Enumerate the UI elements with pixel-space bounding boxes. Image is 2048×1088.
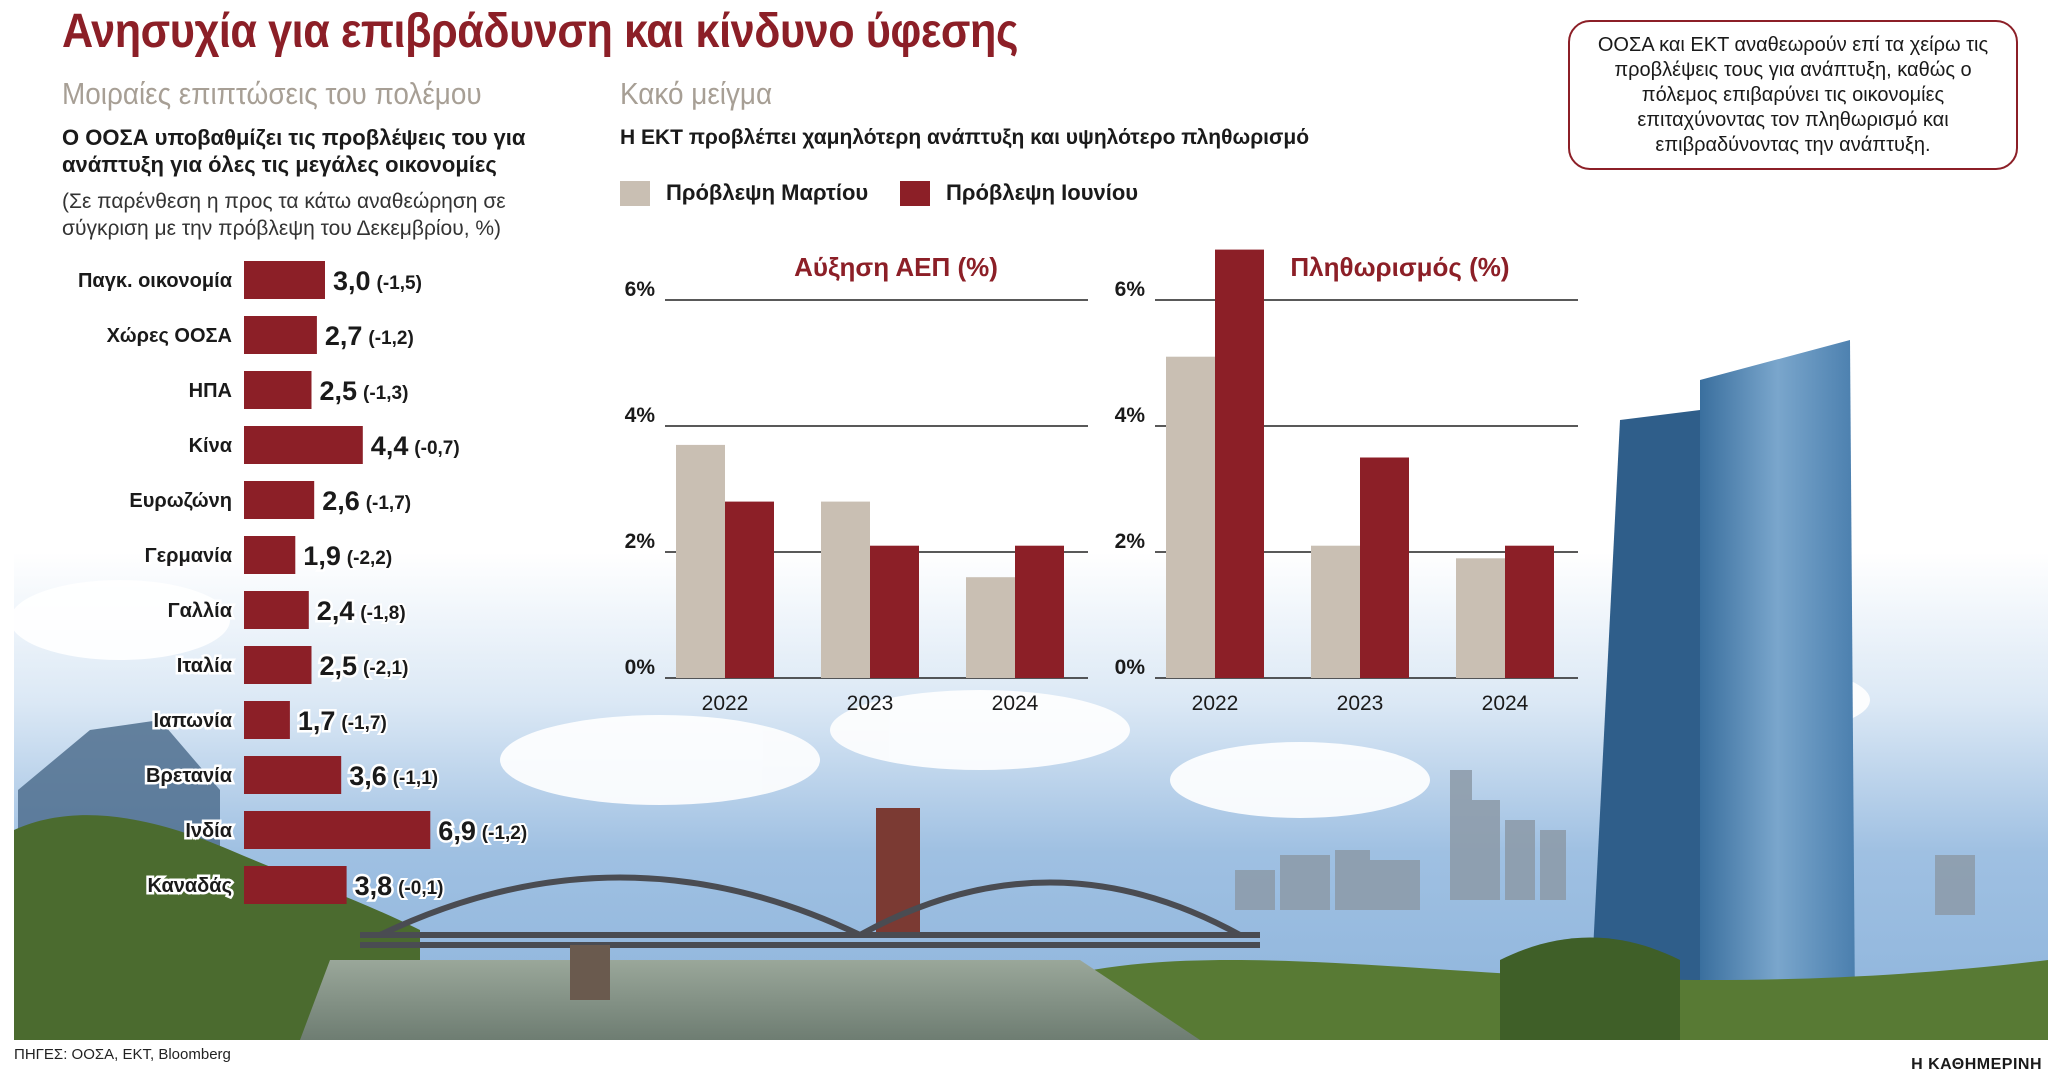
left-panel-heading: Μοιραίες επιπτώσεις του πολέμου [62, 76, 482, 111]
x-tick-label: 2023 [1337, 692, 1384, 715]
category-label: Χώρες ΟΟΣΑ [107, 325, 232, 347]
y-tick-label: 0% [1115, 656, 1146, 679]
legend-item-march: Πρόβλεψη Μαρτίου [620, 178, 868, 208]
bar [1360, 457, 1409, 678]
value-label: 2,6 [322, 486, 360, 516]
legend-item-june: Πρόβλεψη Ιουνίου [900, 178, 1138, 208]
category-label: Ιαπωνία [154, 710, 233, 732]
revision-label: (-1,7) [366, 493, 411, 514]
bar [676, 444, 725, 678]
bar [244, 811, 431, 849]
bar [244, 426, 363, 464]
revision-label: (-1,7) [341, 713, 386, 734]
category-label: Γαλλία [168, 600, 233, 622]
revision-label: (-1,3) [363, 383, 408, 404]
category-label: Ευρωζώνη [129, 490, 232, 512]
revision-label: (-2,2) [347, 548, 392, 569]
value-label: 2,7 [325, 321, 363, 351]
left-panel-subheading: Ο ΟΟΣΑ υποβαθμίζει τις προβλέψεις του γι… [62, 125, 526, 177]
x-tick-label: 2024 [992, 692, 1039, 715]
x-tick-label: 2022 [1192, 692, 1239, 715]
y-tick-label: 6% [1115, 278, 1146, 301]
value-label: 2,5 [320, 651, 358, 681]
bar [870, 545, 919, 678]
legend-swatch-march [620, 180, 650, 206]
bar [1166, 356, 1215, 678]
y-tick-label: 6% [625, 278, 656, 301]
bar [244, 646, 312, 684]
bar [244, 261, 325, 299]
y-tick-label: 4% [1115, 404, 1146, 427]
bar [1015, 545, 1064, 678]
inflation-chart: Πληθωρισμός (%) 0% 2% 4% 6% 2022 2023 2024 [1115, 249, 1578, 715]
y-tick-label: 2% [1115, 530, 1146, 553]
revision-label: (-2,1) [363, 658, 408, 679]
revision-label: (-1,8) [360, 603, 405, 624]
callout-text: ΟΟΣΑ και ΕΚΤ αναθεωρούν επί τα χείρω τις… [1597, 33, 1989, 156]
publisher-credit: Η ΚΑΘΗΜΕΡΙΝΗ [1911, 1056, 2042, 1073]
value-label: 3,0 [333, 266, 371, 296]
category-label: Καναδάς [147, 875, 232, 897]
value-label: 2,4 [317, 596, 355, 626]
legend-swatch-june [900, 180, 930, 206]
gdp-growth-chart: Αύξηση ΑΕΠ (%) 0% 2% 4% 6% 2022 2023 2024 [625, 252, 1088, 715]
y-tick-label: 0% [625, 656, 656, 679]
bar [821, 501, 870, 678]
middle-panel-heading: Κακό μείγμα [620, 76, 773, 111]
bar [244, 316, 317, 354]
y-tick-label: 2% [625, 530, 656, 553]
revision-label: (-1,5) [377, 273, 422, 294]
value-label: 3,8 [355, 871, 393, 901]
chart-title: Πληθωρισμός (%) [1290, 252, 1509, 282]
bar [966, 577, 1015, 678]
value-label: 2,5 [320, 376, 358, 406]
oecd-growth-chart: Παγκ. οικονομία 3,0 (-1,5)Χώρες ΟΟΣΑ 2,7 (-1… [75, 261, 529, 904]
revision-label: (-1,1) [393, 768, 438, 789]
callout-box: ΟΟΣΑ και ΕΚΤ αναθεωρούν επί τα χείρω τις… [1568, 20, 2018, 170]
source-note: ΠΗΓΕΣ: ΟΟΣΑ, ΕΚΤ, Bloomberg [14, 1046, 231, 1063]
bar [1456, 558, 1505, 678]
bar [244, 701, 290, 739]
revision-label: (-1,2) [482, 823, 527, 844]
category-label: Κίνα [189, 435, 233, 457]
bar [1505, 545, 1554, 678]
bar [244, 371, 312, 409]
bar [244, 591, 309, 629]
legend-label-june: Πρόβλεψη Ιουνίου [946, 180, 1139, 205]
legend-label-march: Πρόβλεψη Μαρτίου [666, 180, 869, 205]
bar [244, 756, 342, 794]
x-tick-label: 2023 [847, 692, 894, 715]
value-label: 6,9 [438, 816, 476, 846]
value-label: 3,6 [349, 761, 387, 791]
category-label: Παγκ. οικονομία [78, 270, 233, 292]
bar [244, 536, 296, 574]
category-label: Γερμανία [145, 545, 233, 567]
value-label: 1,9 [303, 541, 341, 571]
value-label: 4,4 [371, 431, 409, 461]
bar [1215, 249, 1264, 678]
chart-title: Αύξηση ΑΕΠ (%) [794, 252, 998, 282]
bar [244, 481, 315, 519]
value-label: 1,7 [298, 706, 336, 736]
y-tick-label: 4% [625, 404, 656, 427]
bar [725, 501, 774, 678]
bar [1311, 545, 1360, 678]
middle-panel-subheading: Η ΕΚΤ προβλέπει χαμηλότερη ανάπτυξη και … [620, 126, 1310, 149]
bar [244, 866, 347, 904]
category-label: Ιταλία [177, 655, 233, 677]
category-label: ΗΠΑ [189, 380, 232, 402]
revision-label: (-1,2) [368, 328, 413, 349]
x-tick-label: 2022 [702, 692, 749, 715]
revision-label: (-0,1) [398, 878, 443, 899]
category-label: Βρετανία [146, 765, 233, 787]
x-tick-label: 2024 [1482, 692, 1529, 715]
left-panel-note: (Σε παρένθεση η προς τα κάτω αναθεώρηση … [62, 190, 506, 240]
page-title: Ανησυχία για επιβράδυνση και κίνδυνο ύφε… [62, 5, 1018, 58]
category-label: Ινδία [185, 820, 232, 842]
revision-label: (-0,7) [414, 438, 459, 459]
